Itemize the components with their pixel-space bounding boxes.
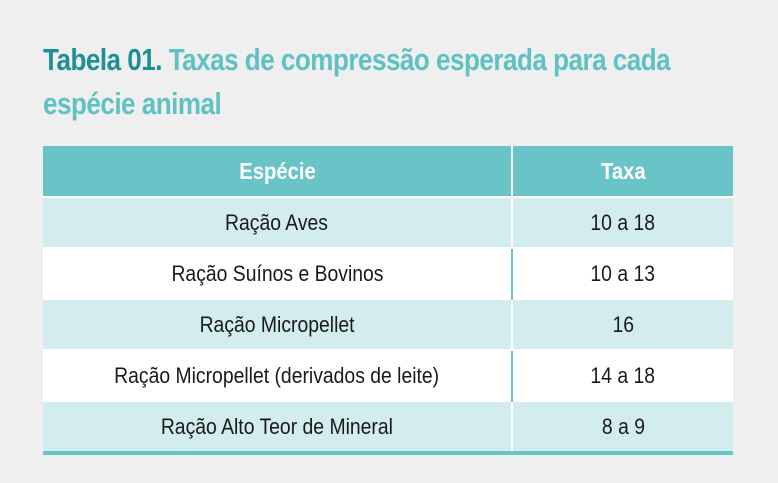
cell-rate: 10 a 13 bbox=[511, 247, 733, 299]
cell-rate: 10 a 18 bbox=[511, 196, 733, 248]
cell-species: Ração Micropellet bbox=[43, 298, 512, 350]
table-header-row: Espécie Taxa bbox=[43, 146, 733, 197]
cell-rate: 14 a 18 bbox=[511, 349, 733, 401]
table-caption: Tabela 01. Taxas de compressão esperada … bbox=[43, 38, 740, 126]
header-species: Espécie bbox=[43, 146, 512, 197]
table-row: Ração Micropellet 16 bbox=[43, 298, 733, 350]
cell-rate: 8 a 9 bbox=[511, 400, 733, 453]
table-row: Ração Alto Teor de Mineral 8 a 9 bbox=[43, 400, 733, 453]
compression-rate-table: Espécie Taxa Ração Aves 10 a 18 Ração Su… bbox=[43, 146, 733, 455]
table-row: Ração Micropellet (derivados de leite) 1… bbox=[43, 349, 733, 401]
cell-rate: 16 bbox=[511, 298, 733, 350]
cell-species: Ração Alto Teor de Mineral bbox=[43, 400, 512, 453]
caption-text: Taxas de compressão esperada para cada e… bbox=[43, 42, 671, 121]
caption-label: Tabela 01. bbox=[43, 42, 162, 77]
cell-species: Ração Suínos e Bovinos bbox=[43, 247, 512, 299]
cell-species: Ração Micropellet (derivados de leite) bbox=[43, 349, 512, 401]
header-rate: Taxa bbox=[511, 146, 733, 197]
table-row: Ração Suínos e Bovinos 10 a 13 bbox=[43, 247, 733, 299]
cell-species: Ração Aves bbox=[43, 196, 512, 248]
table-row: Ração Aves 10 a 18 bbox=[43, 196, 733, 248]
